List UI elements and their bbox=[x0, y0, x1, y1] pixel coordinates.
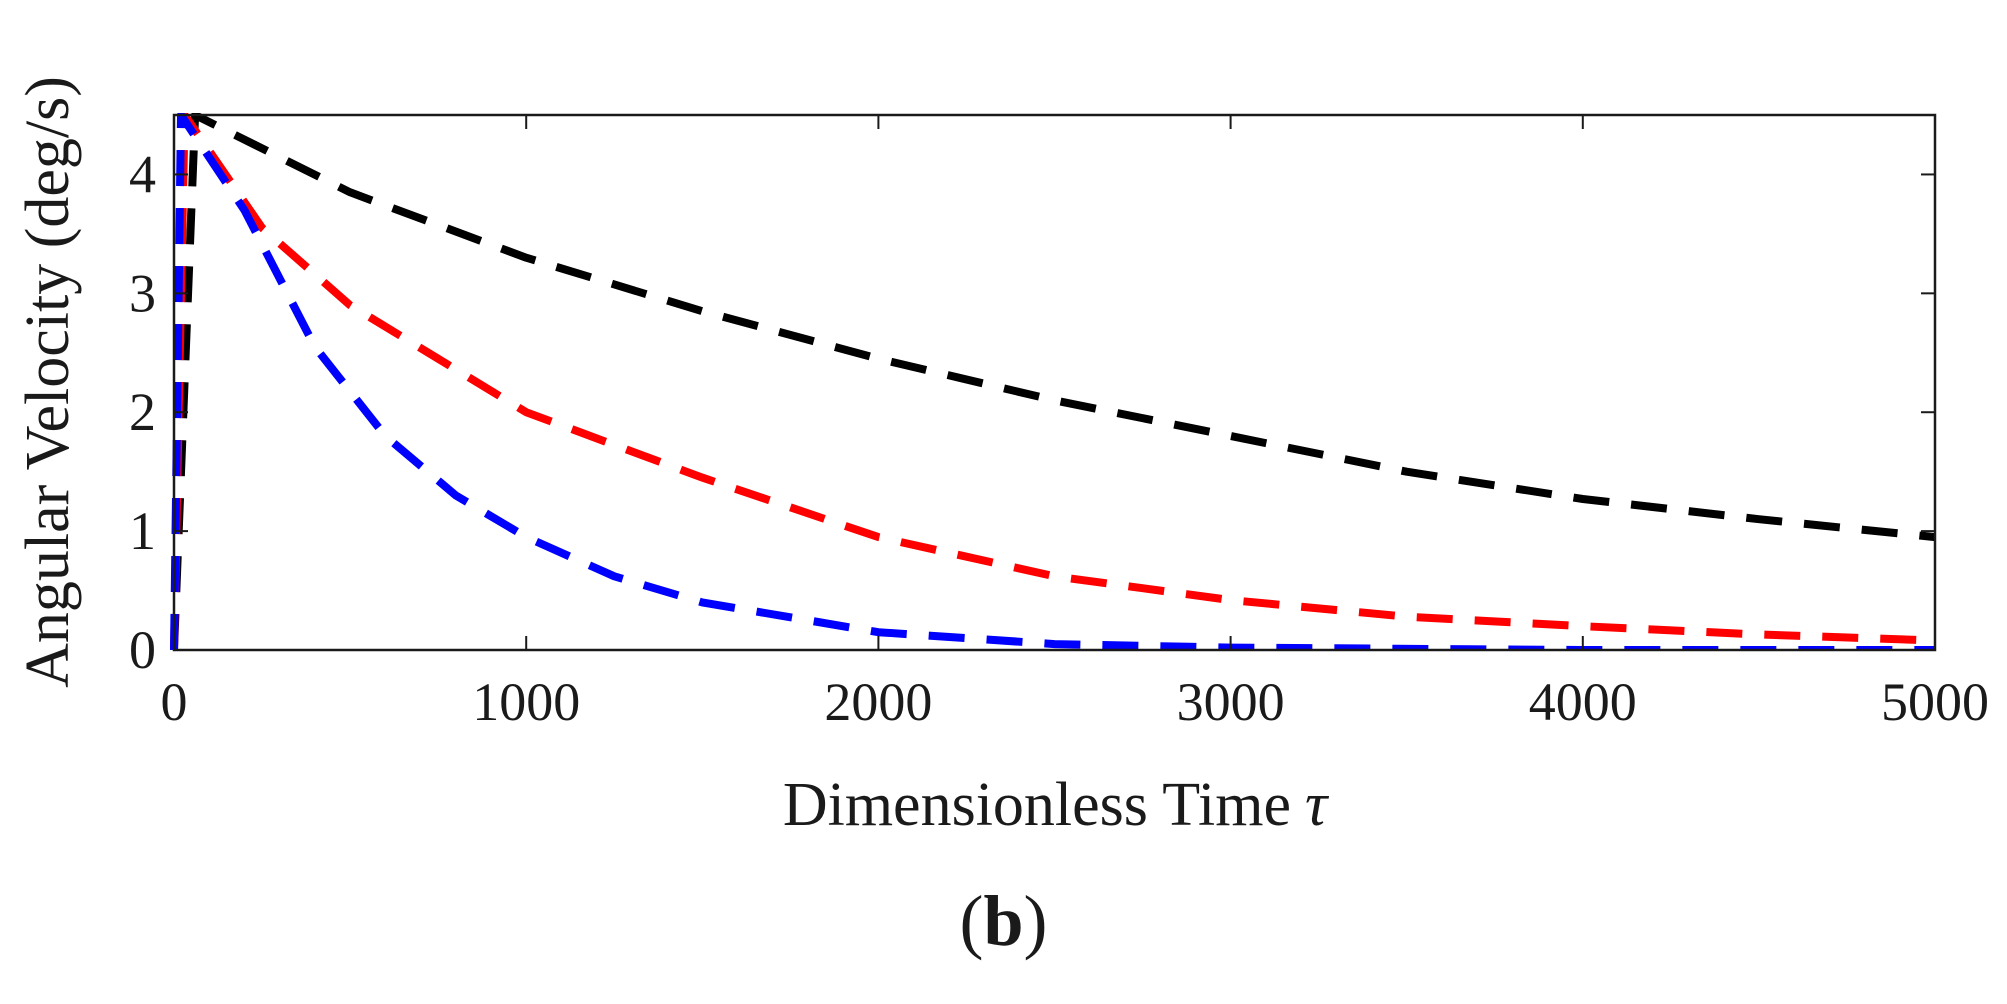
panel-label-close: ) bbox=[1023, 881, 1048, 961]
x-axis-label: Dimensionless Time τ bbox=[783, 771, 1330, 839]
x-tick-label-1: 1000 bbox=[472, 672, 580, 732]
panel-label-open: ( bbox=[959, 881, 984, 961]
x-tick-label-0: 0 bbox=[161, 672, 188, 732]
y-axis-label: Angular Velocity (deg/s) bbox=[14, 76, 82, 688]
x-tick-label-2: 2000 bbox=[824, 672, 932, 732]
y-tick-label-1: 1 bbox=[129, 501, 156, 561]
x-tick-label-4: 4000 bbox=[1529, 672, 1637, 732]
plot-frame bbox=[172, 113, 1937, 652]
y-tick-label-0: 0 bbox=[129, 620, 156, 680]
panel-label: (b) bbox=[0, 880, 2007, 963]
series-line-0 bbox=[170, 113, 1936, 651]
x-axis-label-symbol: τ bbox=[1305, 771, 1330, 839]
panel-label-letter: b bbox=[983, 881, 1024, 961]
x-tick-label-5: 5000 bbox=[1881, 672, 1989, 732]
y-tick-label-3: 3 bbox=[129, 263, 156, 323]
series-layer bbox=[170, 113, 1936, 651]
y-tick-label-4: 4 bbox=[129, 144, 156, 204]
ticks-layer: 0 1000 2000 3000 4000 5000 0 1 2 3 4 bbox=[129, 115, 1989, 732]
x-tick-label-3: 3000 bbox=[1177, 672, 1285, 732]
y-tick-label-2: 2 bbox=[129, 382, 156, 442]
x-axis-label-text: Dimensionless Time bbox=[783, 771, 1291, 839]
series-line-1 bbox=[170, 113, 1936, 651]
series-line-2 bbox=[170, 113, 1935, 651]
